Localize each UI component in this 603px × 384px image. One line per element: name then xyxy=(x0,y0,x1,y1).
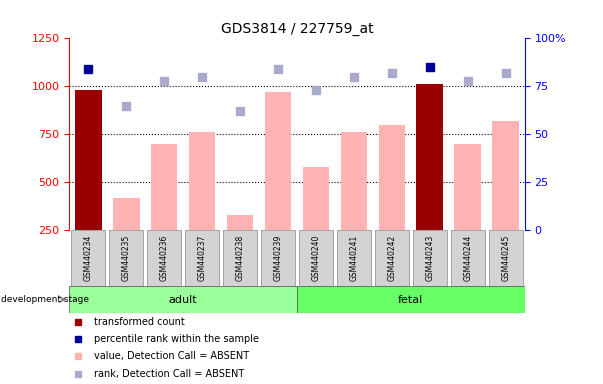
Bar xyxy=(75,90,101,230)
Bar xyxy=(493,121,519,230)
Text: percentile rank within the sample: percentile rank within the sample xyxy=(95,334,259,344)
Bar xyxy=(379,125,405,230)
Text: value, Detection Call = ABSENT: value, Detection Call = ABSENT xyxy=(95,351,250,361)
Text: GSM440243: GSM440243 xyxy=(425,235,434,281)
Bar xyxy=(223,230,257,286)
Bar xyxy=(455,144,481,230)
Text: fetal: fetal xyxy=(398,295,423,305)
Bar xyxy=(227,215,253,230)
Text: GSM440244: GSM440244 xyxy=(463,235,472,281)
Text: GSM440245: GSM440245 xyxy=(501,235,510,281)
Text: transformed count: transformed count xyxy=(95,317,185,327)
Bar xyxy=(109,230,144,286)
Text: GSM440238: GSM440238 xyxy=(236,235,245,281)
Text: GSM440234: GSM440234 xyxy=(84,235,93,281)
Bar xyxy=(488,230,523,286)
Text: GSM440237: GSM440237 xyxy=(198,235,207,281)
Text: GSM440235: GSM440235 xyxy=(122,235,131,281)
Bar xyxy=(71,230,106,286)
Bar xyxy=(337,230,371,286)
Bar xyxy=(147,230,182,286)
Text: adult: adult xyxy=(169,295,197,305)
Bar xyxy=(261,230,295,286)
Bar xyxy=(185,230,219,286)
Bar xyxy=(189,132,215,230)
Text: development stage: development stage xyxy=(1,295,89,304)
Text: GSM440239: GSM440239 xyxy=(274,235,283,281)
Bar xyxy=(69,286,297,313)
Bar xyxy=(450,230,485,286)
Text: GSM440236: GSM440236 xyxy=(160,235,169,281)
Bar xyxy=(341,132,367,230)
Text: GSM440242: GSM440242 xyxy=(387,235,396,281)
Bar xyxy=(417,84,443,230)
Bar xyxy=(151,144,177,230)
Bar xyxy=(303,167,329,230)
Bar xyxy=(297,286,525,313)
Bar xyxy=(113,198,139,230)
Text: rank, Detection Call = ABSENT: rank, Detection Call = ABSENT xyxy=(95,369,245,379)
Text: GSM440241: GSM440241 xyxy=(349,235,358,281)
Text: GSM440240: GSM440240 xyxy=(311,235,320,281)
Bar xyxy=(374,230,409,286)
Title: GDS3814 / 227759_at: GDS3814 / 227759_at xyxy=(221,22,373,36)
Bar xyxy=(265,92,291,230)
Bar xyxy=(299,230,333,286)
Bar xyxy=(412,230,447,286)
